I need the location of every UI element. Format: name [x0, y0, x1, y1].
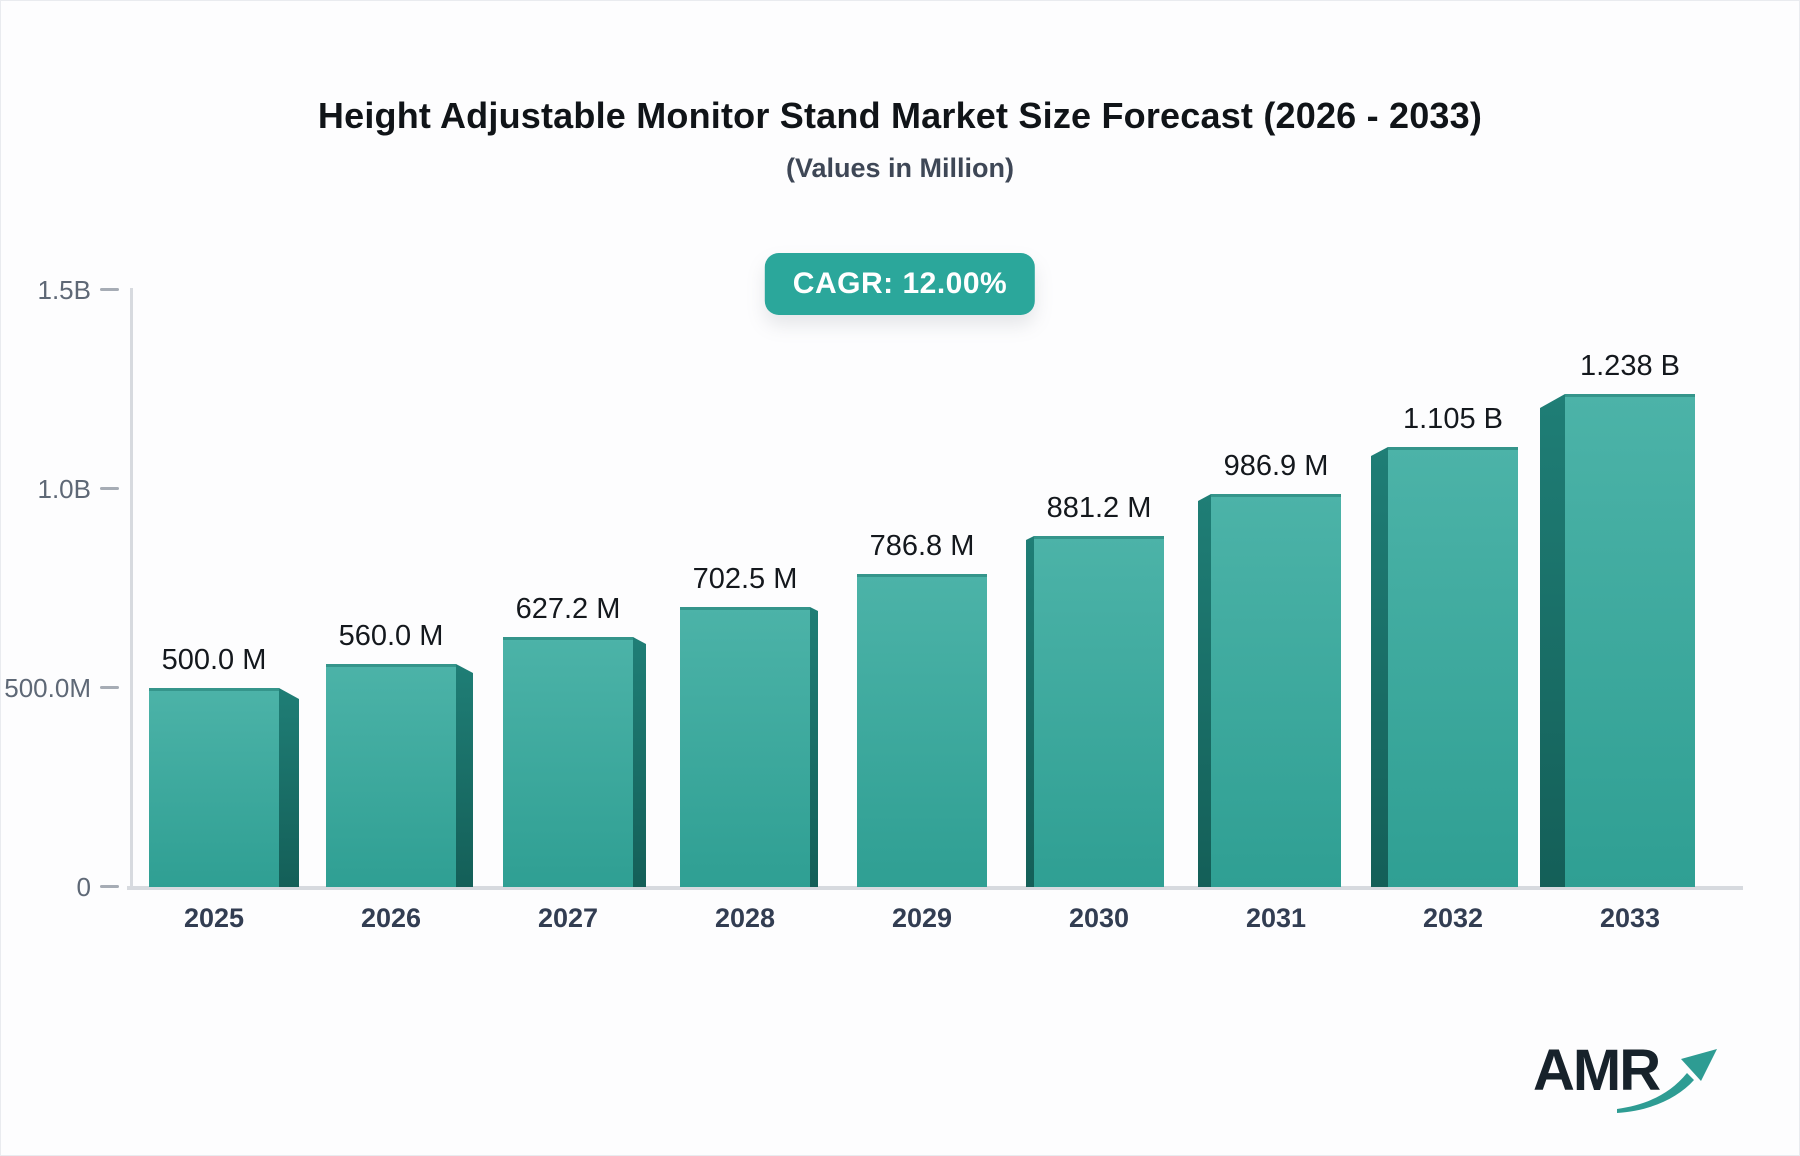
bar-value-label: 1.105 B: [1403, 403, 1503, 435]
y-axis-tick: [100, 487, 119, 490]
bar-value-label: 560.0 M: [338, 620, 444, 652]
bar-2032: [1388, 447, 1518, 887]
bar-2029: [857, 574, 987, 887]
growth-arrow-icon: [1617, 1049, 1717, 1113]
bar-side-face-2031: [1198, 494, 1211, 887]
bar-2025: [149, 688, 279, 887]
bar-value-label: 702.5 M: [692, 563, 798, 595]
bar-value-label: 986.9 M: [1223, 450, 1329, 482]
bar-value-label: 786.8 M: [869, 530, 975, 562]
bar-2033: [1565, 394, 1695, 887]
bar-2030: [1034, 536, 1164, 887]
y-axis-label: 500.0M: [4, 673, 91, 703]
x-axis-label: 2033: [1599, 903, 1661, 933]
amr-logo-text: AMR: [1533, 1038, 1661, 1103]
bar-side-face-2028: [810, 607, 818, 887]
bar-value-label: 1.238 B: [1580, 350, 1680, 382]
bar-side-face-2033: [1540, 394, 1565, 887]
x-axis-label: 2031: [1245, 903, 1307, 933]
amr-logo: AMR: [1533, 1031, 1763, 1123]
bar-2027: [503, 637, 633, 887]
bar-value-label: 881.2 M: [1046, 492, 1152, 524]
x-axis-label: 2026: [360, 903, 422, 933]
bar-2026: [326, 664, 456, 887]
y-axis-label: 1.5B: [37, 275, 92, 305]
bar-side-face-2027: [633, 637, 646, 887]
x-axis-label: 2027: [537, 903, 599, 933]
y-axis-label: 0: [76, 872, 91, 902]
y-axis-label: 1.0B: [37, 474, 92, 504]
bar-side-face-2025: [279, 688, 299, 887]
bar-value-label: 627.2 M: [515, 593, 621, 625]
x-axis-label: 2030: [1068, 903, 1130, 933]
x-axis-label: 2025: [183, 903, 245, 933]
chart-title: Height Adjustable Monitor Stand Market S…: [317, 95, 1483, 136]
x-axis-label: 2028: [714, 903, 776, 933]
y-axis-tick: [100, 885, 119, 888]
bar-value-label: 500.0 M: [161, 644, 267, 676]
bar-side-face-2026: [456, 664, 473, 887]
x-axis-line: [127, 886, 1743, 890]
cagr-badge: CAGR: 12.00%: [764, 253, 1036, 315]
x-axis-label: 2032: [1422, 903, 1484, 933]
y-axis-line: [130, 288, 133, 888]
x-axis-label: 2029: [891, 903, 953, 933]
bar-2031: [1211, 494, 1341, 887]
bar-side-face-2032: [1371, 447, 1388, 887]
bar-2028: [680, 607, 810, 887]
bar-side-face-2030: [1026, 536, 1034, 887]
chart-subtitle: (Values in Million): [785, 153, 1015, 183]
y-axis-tick: [100, 686, 119, 689]
y-axis-tick: [100, 288, 119, 291]
